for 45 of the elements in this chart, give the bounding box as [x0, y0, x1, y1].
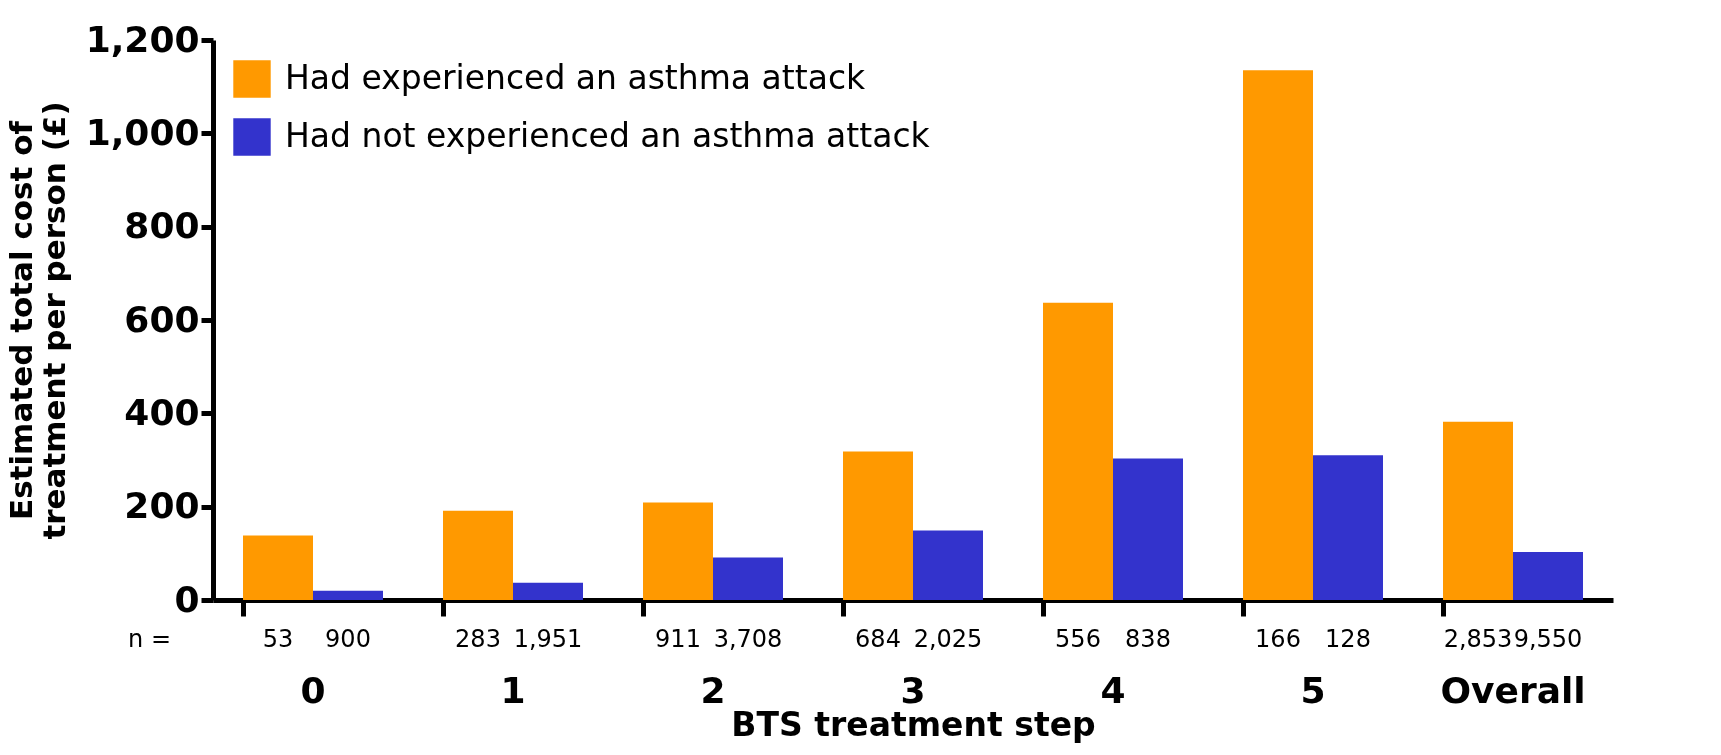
text: 1,951 — [513, 625, 583, 653]
y-tick-label: 1,200 — [85, 18, 200, 60]
y-tick-label: 800 — [124, 205, 200, 247]
y-tick-label: 1,000 — [85, 111, 200, 153]
y-tick-label: 400 — [124, 391, 200, 433]
bar — [1513, 551, 1583, 600]
y-tick-label: 600 — [124, 298, 200, 340]
x-tick-label: 1 — [500, 669, 526, 711]
text: 911 — [655, 625, 701, 653]
bar — [443, 510, 513, 600]
text: 2,025 — [913, 625, 983, 653]
bar — [1243, 70, 1313, 600]
bar — [313, 590, 383, 600]
text: 2,853 — [1443, 625, 1513, 653]
text: 556 — [1055, 625, 1101, 653]
y-tick-label: 0 — [174, 578, 200, 620]
text: 3,708 — [713, 625, 783, 653]
text: 128 — [1325, 625, 1371, 653]
bar — [1313, 455, 1383, 600]
x-tick-label: 4 — [1100, 669, 1126, 711]
text: 9,550 — [1513, 625, 1583, 653]
bar — [243, 535, 313, 600]
text: 283 — [455, 625, 501, 653]
y-tick-label: 200 — [124, 485, 200, 527]
text: 166 — [1255, 625, 1301, 653]
legend-label: Had experienced an asthma attack — [285, 58, 867, 97]
x-tick-label: 2 — [700, 669, 726, 711]
y-axis-title: Estimated total cost of treatment per person (£) — [2, 101, 72, 540]
text: 53 — [262, 625, 294, 653]
text: 838 — [1125, 625, 1171, 653]
bar — [913, 530, 983, 600]
bar — [1443, 421, 1513, 600]
bar — [843, 451, 913, 600]
bar — [643, 502, 713, 600]
text: n = — [128, 625, 171, 653]
text: 900 — [325, 625, 371, 653]
bar — [1043, 302, 1113, 600]
bar — [713, 557, 783, 600]
legend-label: Had not experienced an asthma attack — [285, 116, 931, 155]
bar — [1113, 458, 1183, 600]
x-tick-label: 0 — [300, 669, 326, 711]
bar — [513, 582, 583, 600]
x-tick-label: 5 — [1300, 669, 1326, 711]
x-tick-label: Overall — [1440, 669, 1586, 711]
text: 684 — [855, 625, 901, 653]
